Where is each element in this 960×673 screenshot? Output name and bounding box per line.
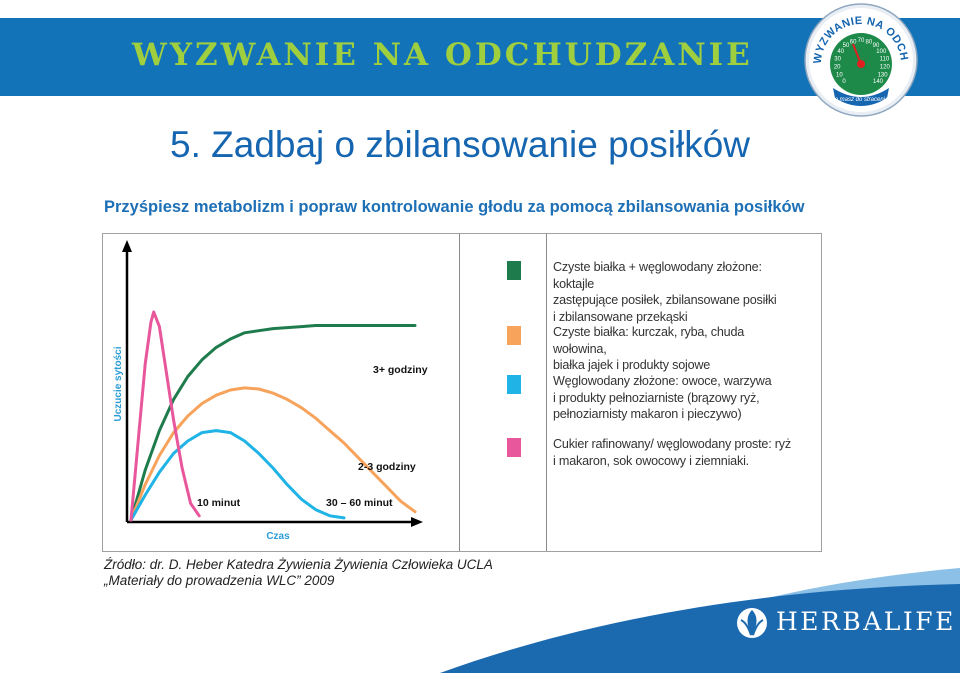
legend-label: Cukier rafinowany/ węglowodany proste: r…	[553, 436, 793, 469]
legend-label-line: i makaron, sok owocowy i ziemniaki.	[553, 453, 749, 468]
legend-label-line: i zbilansowane przekąski	[553, 309, 688, 324]
legend-label-line: Węglowodany złożone: owoce, warzywa	[553, 374, 772, 388]
page-title: 5. Zadbaj o zbilansowanie posiłków	[170, 124, 751, 165]
legend-swatch	[507, 375, 521, 394]
annotation-30-60-minutes: 30 – 60 minut	[326, 497, 393, 509]
badge-dial-number: 80	[866, 39, 873, 45]
badge-dial-number: 70	[858, 38, 865, 44]
badge-dial-number: 40	[837, 49, 844, 55]
satiety-chart: Uczucie sytości Czas 3+ godziny 2-3 godz…	[102, 233, 822, 552]
challenge-badge-logo: WYZWANIE NA ODCHUDZANIE 0102030405060708…	[803, 2, 918, 117]
legend-label-line: pełnoziarnisty makaron i pieczywo)	[553, 407, 742, 421]
legend-swatch	[507, 261, 521, 280]
page-subtitle: Przyśpiesz metabolizm i popraw kontrolow…	[104, 198, 805, 216]
header-banner	[0, 18, 960, 96]
badge-dial-number: 90	[873, 43, 880, 49]
legend-swatch	[507, 326, 521, 345]
chart-divider	[459, 234, 460, 551]
legend-label-line: Czyste białka + węglowodany złożone: kok…	[553, 260, 762, 291]
badge-dial-number: 140	[873, 79, 884, 85]
annotation-2-3-hours: 2-3 godziny	[358, 461, 416, 473]
y-axis-label: Uczucie sytości	[113, 346, 124, 421]
x-axis-arrow	[411, 517, 423, 527]
badge-dial-number: 120	[880, 65, 891, 71]
badge-dial-number: 100	[876, 49, 887, 55]
legend-swatch	[507, 438, 521, 457]
badge-dial-number: 20	[834, 65, 841, 71]
legend-label-line: zastępujące posiłek, zbilansowane posiłk…	[553, 293, 777, 307]
badge-dial-number: 110	[880, 57, 890, 63]
annotation-10-minutes: 10 minut	[197, 497, 241, 509]
y-axis-arrow	[122, 240, 132, 252]
source-line-2: „Materiały do prowadzenia WLC” 2009	[104, 573, 335, 588]
legend-label: Węglowodany złożone: owoce, warzywa i pro…	[553, 373, 793, 423]
legend-label-line: Czyste białka: kurczak, ryba, chuda woło…	[553, 325, 745, 356]
banner-title: WYZWANIE NA ODCHUDZANIE	[132, 37, 753, 73]
series-layer	[129, 310, 417, 522]
legend-divider	[546, 234, 547, 551]
herbalife-logo-icon	[737, 608, 767, 638]
legend-label-line: i produkty pełnoziarniste (brązowy ryż,	[553, 390, 760, 405]
legend-label: Czyste białka + węglowodany złożone: kok…	[553, 259, 793, 325]
series-line-1	[129, 324, 417, 522]
legend-label: Czyste białka: kurczak, ryba, chuda woło…	[553, 324, 793, 374]
badge-dial-number: 0	[842, 79, 846, 85]
source-line-1: Źródło: dr. D. Heber Katedra Żywienia Ży…	[104, 557, 493, 572]
source-citation: Źródło: dr. D. Heber Katedra Żywienia Ży…	[104, 557, 493, 589]
satiety-plot: Uczucie sytości Czas 3+ godziny 2-3 godz…	[113, 240, 428, 542]
series-line-4	[129, 310, 201, 522]
badge-dial-number: 60	[850, 39, 857, 45]
badge-bottom-text: Co masz do stracenia?	[830, 97, 892, 103]
badge-dial-number: 50	[843, 43, 850, 49]
badge-dial-number: 10	[836, 72, 843, 78]
badge-dial-number: 30	[834, 57, 841, 63]
annotation-3plus-hours: 3+ godziny	[373, 364, 428, 376]
badge-dial-number: 130	[878, 72, 889, 78]
legend-label-line: Cukier rafinowany/ węglowodany proste: r…	[553, 437, 791, 451]
x-axis-label: Czas	[266, 531, 290, 542]
series-line-2	[129, 386, 417, 522]
legend-label-line: białka jajek i produkty sojowe	[553, 358, 711, 372]
herbalife-brand-name: HERBALIFE	[776, 607, 956, 636]
series-line-3	[129, 429, 346, 522]
